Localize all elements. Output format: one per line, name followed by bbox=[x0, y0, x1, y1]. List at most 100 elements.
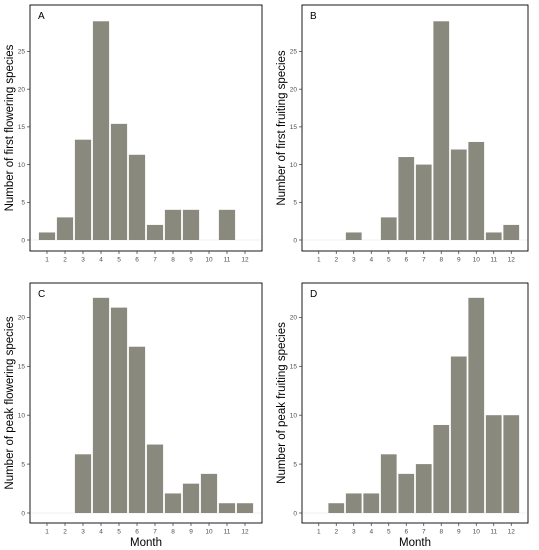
y-tick-label: 0 bbox=[21, 237, 25, 244]
x-tick-label: 3 bbox=[352, 529, 356, 536]
y-tick-label: 20 bbox=[18, 86, 26, 93]
bar-c-month-11 bbox=[218, 503, 236, 513]
y-tick-label: 25 bbox=[18, 49, 26, 56]
bar-d-month-4 bbox=[363, 493, 380, 513]
bar-c-month-3 bbox=[74, 454, 92, 513]
y-tick-label: 25 bbox=[290, 49, 298, 56]
x-tick-label: 10 bbox=[473, 257, 481, 264]
bar-b-month-12 bbox=[503, 224, 520, 240]
x-tick-label: 6 bbox=[135, 257, 139, 264]
x-tick-label: 7 bbox=[422, 257, 426, 264]
y-tick-label: 20 bbox=[18, 315, 26, 322]
panel-frame bbox=[301, 4, 529, 252]
x-tick-label: 7 bbox=[153, 257, 157, 264]
y-tick-label: 10 bbox=[290, 162, 298, 169]
bar-b-month-5 bbox=[380, 217, 397, 240]
x-tick-label: 9 bbox=[189, 529, 193, 536]
y-tick-label: 5 bbox=[293, 200, 297, 207]
y-tick-label: 5 bbox=[21, 200, 25, 207]
bar-a-month-7 bbox=[146, 224, 164, 240]
x-tick-label: 7 bbox=[153, 529, 157, 536]
x-tick-label: 5 bbox=[387, 257, 391, 264]
y-tick-label: 0 bbox=[293, 237, 297, 244]
y-tick-label: 0 bbox=[293, 510, 297, 517]
bar-b-month-3 bbox=[345, 232, 362, 240]
x-axis-title: Month bbox=[130, 537, 162, 549]
x-tick-label: 9 bbox=[189, 257, 193, 264]
x-tick-label: 4 bbox=[369, 529, 373, 536]
x-tick-label: 3 bbox=[81, 529, 85, 536]
bar-d-month-5 bbox=[380, 454, 397, 513]
bar-b-month-8 bbox=[433, 21, 450, 240]
x-tick-label: 5 bbox=[117, 257, 121, 264]
panel-label: A bbox=[38, 11, 45, 22]
y-tick-label: 10 bbox=[18, 162, 26, 169]
y-axis-title: Number of peak fruiting species bbox=[276, 322, 288, 484]
x-tick-label: 3 bbox=[352, 257, 356, 264]
x-tick-label: 4 bbox=[369, 257, 373, 264]
y-tick-label: 15 bbox=[18, 124, 26, 131]
x-tick-label: 8 bbox=[171, 257, 175, 264]
x-tick-label: 12 bbox=[508, 257, 516, 264]
bar-c-month-10 bbox=[200, 473, 218, 513]
x-tick-label: 12 bbox=[508, 529, 516, 536]
x-tick-label: 11 bbox=[490, 257, 497, 264]
x-tick-label: 11 bbox=[490, 529, 497, 536]
x-tick-label: 4 bbox=[99, 529, 103, 536]
bar-a-month-9 bbox=[182, 209, 200, 240]
bar-a-month-11 bbox=[218, 209, 236, 240]
bar-c-month-12 bbox=[236, 503, 254, 513]
y-tick-label: 15 bbox=[290, 364, 298, 371]
y-tick-label: 5 bbox=[293, 461, 297, 468]
y-tick-label: 15 bbox=[18, 364, 26, 371]
bar-d-month-6 bbox=[398, 473, 415, 513]
y-axis-title: Number of peak flowering species bbox=[4, 316, 16, 489]
panel-frame bbox=[29, 282, 263, 524]
bar-a-month-3 bbox=[74, 139, 92, 240]
y-tick-label: 20 bbox=[290, 315, 298, 322]
bar-b-month-7 bbox=[415, 164, 432, 240]
bar-d-month-10 bbox=[468, 297, 485, 513]
bar-c-month-5 bbox=[110, 307, 128, 513]
bar-c-month-8 bbox=[164, 493, 182, 513]
bar-b-month-6 bbox=[398, 157, 415, 240]
x-tick-label: 5 bbox=[117, 529, 121, 536]
bar-a-month-1 bbox=[38, 232, 56, 240]
x-tick-label: 6 bbox=[404, 257, 408, 264]
x-tick-label: 1 bbox=[317, 529, 321, 536]
y-axis-title: Number of first flowering species bbox=[4, 44, 16, 211]
bar-a-month-4 bbox=[92, 21, 110, 240]
x-tick-label: 11 bbox=[224, 257, 231, 264]
panel-label: B bbox=[310, 11, 317, 22]
bar-d-month-9 bbox=[450, 356, 467, 513]
bar-d-month-8 bbox=[433, 424, 450, 513]
panel-label: C bbox=[38, 289, 45, 300]
y-tick-label: 10 bbox=[18, 412, 26, 419]
bar-c-month-4 bbox=[92, 297, 110, 513]
x-tick-label: 7 bbox=[422, 529, 426, 536]
x-tick-label: 8 bbox=[171, 529, 175, 536]
bar-b-month-10 bbox=[468, 141, 485, 240]
x-tick-label: 9 bbox=[457, 257, 461, 264]
y-tick-label: 0 bbox=[21, 510, 25, 517]
bar-b-month-11 bbox=[485, 232, 502, 240]
x-tick-label: 5 bbox=[387, 529, 391, 536]
x-tick-label: 6 bbox=[135, 529, 139, 536]
x-tick-label: 2 bbox=[63, 529, 67, 536]
panel-frame bbox=[29, 4, 263, 252]
x-tick-label: 1 bbox=[317, 257, 321, 264]
x-tick-label: 10 bbox=[205, 529, 213, 536]
bar-b-month-9 bbox=[450, 149, 467, 240]
x-tick-label: 11 bbox=[224, 529, 231, 536]
y-axis-title: Number of first fruiting species bbox=[276, 50, 288, 206]
x-tick-label: 10 bbox=[205, 257, 213, 264]
x-tick-label: 3 bbox=[81, 257, 85, 264]
x-tick-label: 8 bbox=[439, 529, 443, 536]
bar-a-month-6 bbox=[128, 154, 146, 240]
x-tick-label: 6 bbox=[404, 529, 408, 536]
y-tick-label: 15 bbox=[290, 124, 298, 131]
